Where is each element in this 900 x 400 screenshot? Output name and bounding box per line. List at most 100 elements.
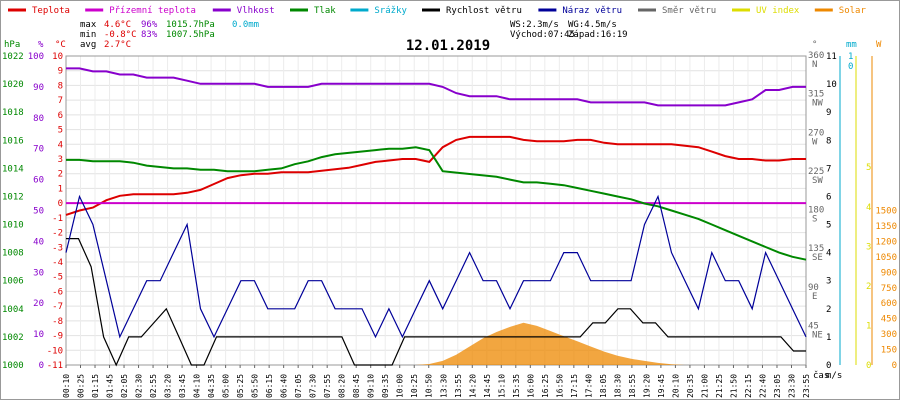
tick-temp-1: 9 xyxy=(58,67,63,77)
axis-title-mm: mm xyxy=(846,40,857,50)
series-line-n-raz-v-tru xyxy=(65,194,807,339)
x-ticklabel-29: 14:45 xyxy=(483,374,492,398)
right-axes: ° mmm/sW360N315NW270W225SW180S135SE90E45N… xyxy=(808,40,897,381)
tick-dirname-2: W xyxy=(812,137,818,147)
tick-w-4: 900 xyxy=(881,268,897,278)
x-ticklabel-6: 02:55 xyxy=(149,374,158,398)
x-ticklabel-8: 03:45 xyxy=(178,374,187,398)
stat-ws: WS:2.3m/s xyxy=(510,20,559,30)
tick-temp-4: 6 xyxy=(58,111,63,121)
tick-temp-11: -1 xyxy=(52,214,63,224)
tick-ms-11: 0 xyxy=(826,361,831,371)
tick-temp-13: -3 xyxy=(52,243,63,253)
legend-label-1: Přízemní teplota xyxy=(109,6,196,16)
tick-pct-9: 10 xyxy=(33,330,44,340)
tick-hpa-5: 1012 xyxy=(2,192,24,202)
tick-temp-15: -5 xyxy=(52,273,63,283)
stat-label-2: avg xyxy=(80,40,96,50)
tick-hpa-4: 1014 xyxy=(2,164,24,174)
x-axis-label: čas xyxy=(813,370,829,381)
tick-temp-19: -9 xyxy=(52,332,63,342)
tick-ms-1: 10 xyxy=(826,80,837,90)
x-ticklabel-2: 01:15 xyxy=(91,374,100,398)
tick-uv-4: 1 xyxy=(866,321,871,331)
tick-w-9: 150 xyxy=(881,346,897,356)
x-ticklabel-9: 04:10 xyxy=(193,374,202,398)
tick-ms-2: 9 xyxy=(826,108,831,118)
x-ticklabel-43: 20:35 xyxy=(686,374,695,398)
x-ticklabel-11: 05:00 xyxy=(222,374,231,398)
x-ticklabel-1: 00:25 xyxy=(77,374,86,398)
tick-w-2: 1200 xyxy=(875,237,897,247)
stat-temp-0: 4.6°C xyxy=(104,20,131,30)
tick-ms-0: 11 xyxy=(826,52,837,62)
tick-temp-5: 5 xyxy=(58,126,63,136)
x-ticklabel-34: 16:50 xyxy=(555,374,564,398)
x-ticklabel-5: 02:30 xyxy=(135,374,144,398)
stat-rain-0: 0.0mm xyxy=(232,20,259,30)
x-ticklabel-32: 16:00 xyxy=(526,374,535,398)
legend: Teplota Přízemní teplota Vlhkost Tlak Srážky… xyxy=(8,6,866,16)
series-layer xyxy=(65,67,807,367)
tick-dirname-0: N xyxy=(812,60,817,70)
x-axis: 00:10 00:25 01:15 01:45 02:05 02:30 02:55 03:20… xyxy=(62,365,829,398)
tick-hpa-7: 1008 xyxy=(2,249,24,259)
x-ticklabel-40: 19:20 xyxy=(642,374,651,398)
tick-ms-7: 4 xyxy=(826,249,831,259)
tick-pct-0: 100 xyxy=(28,52,44,62)
series-line-tlak xyxy=(66,146,807,261)
tick-pct-6: 40 xyxy=(33,237,44,247)
x-ticklabel-22: 09:35 xyxy=(381,374,390,398)
tick-ms-4: 7 xyxy=(826,164,831,174)
tick-temp-6: 4 xyxy=(58,140,63,150)
tick-ms-5: 6 xyxy=(826,192,831,202)
tick-temp-8: 2 xyxy=(58,170,63,180)
stat-hum-0: 96% xyxy=(141,20,158,30)
tick-temp-14: -4 xyxy=(52,258,63,268)
x-ticklabel-44: 21:00 xyxy=(700,374,709,398)
tick-temp-2: 8 xyxy=(58,81,63,91)
stat-press-1: 1007.5hPa xyxy=(166,30,215,40)
legend-label-8: UV index xyxy=(756,6,800,16)
tick-ms-10: 1 xyxy=(826,333,831,343)
axis-title-dir: ° xyxy=(812,40,817,50)
tick-w-10: 0 xyxy=(892,361,897,371)
tick-w-0: 1500 xyxy=(875,207,897,217)
tick-dirname-5: SE xyxy=(812,253,823,263)
legend-label-4: Srážky xyxy=(374,6,407,16)
axis-title-pct: % xyxy=(38,40,44,50)
x-ticklabel-42: 20:10 xyxy=(671,374,680,398)
x-ticklabel-18: 07:55 xyxy=(323,374,332,398)
tick-mm-0: 1 xyxy=(848,52,853,62)
stat-label-0: max xyxy=(80,20,97,30)
tick-temp-20: -10 xyxy=(47,346,63,356)
tick-pct-4: 60 xyxy=(33,176,44,186)
axis-title-w: W xyxy=(876,40,882,50)
stat-sunrise: Východ:07:45 xyxy=(510,30,575,40)
x-ticklabel-41: 19:45 xyxy=(657,374,666,398)
tick-ms-8: 3 xyxy=(826,277,831,287)
x-ticklabel-47: 22:15 xyxy=(744,374,753,398)
tick-dir-7: 45 xyxy=(808,321,819,331)
series-line-rychlost-v-tru xyxy=(66,238,806,367)
x-ticklabel-12: 05:25 xyxy=(236,374,245,398)
left-axes: hPa% °C1022102010181016101410121010100810… xyxy=(2,40,66,371)
tick-w-3: 1050 xyxy=(875,253,897,263)
legend-label-9: Solar xyxy=(839,6,867,16)
tick-temp-9: 1 xyxy=(58,184,63,194)
x-ticklabel-20: 08:45 xyxy=(352,374,361,398)
x-ticklabel-17: 07:30 xyxy=(309,374,318,398)
x-ticklabel-27: 13:55 xyxy=(454,374,463,398)
tick-w-5: 750 xyxy=(881,284,897,294)
tick-hpa-8: 1006 xyxy=(2,277,24,287)
tick-pct-1: 90 xyxy=(33,83,44,93)
tick-pct-8: 20 xyxy=(33,299,44,309)
tick-temp-18: -8 xyxy=(52,317,63,327)
tick-hpa-11: 1000 xyxy=(2,361,24,371)
tick-dir-4: 180 xyxy=(808,206,824,216)
legend-label-0: Teplota xyxy=(32,6,70,16)
tick-hpa-3: 1016 xyxy=(2,136,24,146)
tick-dirname-6: E xyxy=(812,292,817,302)
x-ticklabel-16: 07:05 xyxy=(294,374,303,398)
